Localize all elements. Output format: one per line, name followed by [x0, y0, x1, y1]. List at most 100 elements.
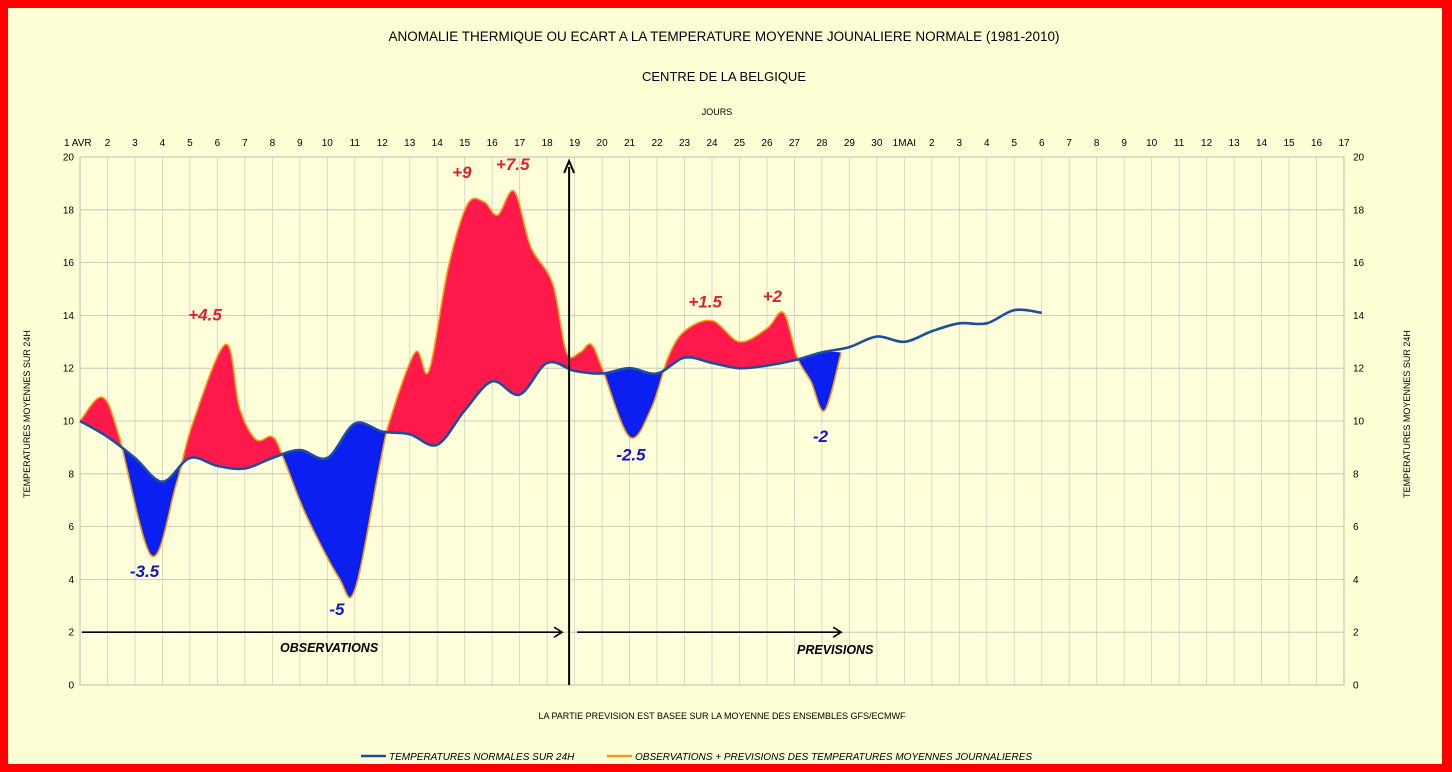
x-tick-label: 14	[432, 138, 444, 149]
x-tick-label: 13	[404, 138, 416, 149]
y-tick-label-left: 16	[63, 258, 75, 269]
y-tick-label-right: 0	[1353, 681, 1359, 692]
y-tick-labels: 0 0 2 2 4 4 6 6 8 8 10 10 12 12 14 14 16 16 18 18 20 20	[63, 153, 1365, 692]
y-tick-label-right: 2	[1353, 628, 1359, 639]
y-tick-label-right: 18	[1353, 205, 1365, 216]
x-tick-label: 19	[569, 138, 581, 149]
x-tick-labels: 1 AVR 2 3 4 5 6 7 8 9 10 11 12 13 14 15 16 17 18 19 20 21 22 2…	[64, 138, 1350, 149]
x-tick-label: 26	[761, 138, 773, 149]
anomaly-label: -5	[329, 600, 345, 619]
anomaly-label: +2	[763, 287, 783, 306]
x-tick-label: 11	[1174, 138, 1185, 149]
x-tick-label: 11	[350, 138, 361, 149]
legend-label-observations: OBSERVATIONS + PREVISIONS DES TEMPERATUR…	[635, 752, 1032, 763]
y-tick-label-right: 8	[1353, 469, 1359, 480]
y-tick-label-left: 2	[68, 628, 74, 639]
x-tick-label: 10	[322, 138, 334, 149]
observations-line	[79, 189, 842, 599]
x-tick-label: 6	[1039, 138, 1045, 149]
x-tick-label: 8	[270, 138, 276, 149]
observations-arrowhead	[553, 626, 564, 638]
series-lines	[79, 189, 1042, 599]
y-tick-label-left: 6	[68, 522, 74, 533]
x-tick-label: 28	[816, 138, 828, 149]
anomaly-label: +9	[452, 163, 472, 182]
y-tick-label-left: 20	[63, 153, 75, 164]
legend: TEMPERATURES NORMALES SUR 24H OBSERVATIO…	[361, 752, 1032, 763]
positive-anomaly-area	[80, 190, 842, 482]
observations-label: OBSERVATIONS	[280, 641, 379, 655]
x-tick-label: 17	[514, 138, 526, 149]
normal-temperature-line	[79, 308, 1042, 484]
y-tick-label-left: 0	[68, 681, 74, 692]
y-tick-label-left: 4	[68, 575, 74, 586]
x-tick-label: 5	[187, 138, 193, 149]
y-axis-label-right: TEMPERATURES MOYENNES SUR 24H	[1402, 330, 1412, 498]
y-tick-label-right: 12	[1353, 364, 1365, 375]
x-axis-label: JOURS	[702, 107, 733, 117]
x-tick-label: 8	[1094, 138, 1100, 149]
anomaly-label: -2	[813, 427, 829, 446]
anomaly-label: -2.5	[616, 446, 646, 465]
x-tick-label: 7	[242, 138, 248, 149]
x-tick-label: 22	[651, 138, 663, 149]
x-tick-label: 20	[597, 138, 609, 149]
x-tick-label: 1MAI	[893, 138, 916, 149]
x-tick-label: 15	[459, 138, 471, 149]
anomaly-fills	[80, 190, 842, 598]
x-tick-label: 30	[871, 138, 883, 149]
x-tick-label: 4	[984, 138, 990, 149]
x-tick-label: 4	[160, 138, 166, 149]
x-tick-label: 24	[706, 138, 718, 149]
y-tick-label-right: 10	[1353, 417, 1365, 428]
x-tick-label: 12	[1201, 138, 1213, 149]
x-tick-label: 9	[1121, 138, 1127, 149]
x-tick-label: 5	[1011, 138, 1017, 149]
chart-subtitle: CENTRE DE LA BELGIQUE	[642, 69, 806, 84]
y-tick-label-right: 20	[1353, 153, 1365, 164]
grid-lines	[80, 156, 1344, 686]
x-tick-label: 2	[929, 138, 935, 149]
x-tick-label: 2	[105, 138, 111, 149]
forecast-divider-arrowhead	[563, 158, 576, 174]
y-tick-label-left: 14	[63, 311, 75, 322]
x-tick-label: 23	[679, 138, 691, 149]
x-tick-label: 13	[1229, 138, 1241, 149]
anomaly-label: +7.5	[496, 155, 530, 174]
x-tick-label: 3	[132, 138, 138, 149]
footnote: LA PARTIE PREVISION EST BASEE SUR LA MOY…	[538, 711, 906, 721]
y-tick-label-left: 18	[63, 205, 75, 216]
x-tick-label: 1 AVR	[64, 138, 92, 149]
y-tick-label-right: 4	[1353, 575, 1359, 586]
anomaly-label: +4.5	[188, 306, 222, 325]
legend-label-normal: TEMPERATURES NORMALES SUR 24H	[389, 752, 575, 763]
x-tick-label: 25	[734, 138, 746, 149]
y-tick-label-right: 6	[1353, 522, 1359, 533]
chart-title: ANOMALIE THERMIQUE OU ECART A LA TEMPERA…	[389, 29, 1060, 44]
previsions-arrowhead	[832, 626, 843, 638]
previsions-label: PREVISIONS	[797, 643, 874, 657]
x-tick-label: 10	[1146, 138, 1158, 149]
x-tick-label: 16	[487, 138, 499, 149]
x-tick-label: 29	[844, 138, 856, 149]
anomaly-label: -3.5	[130, 562, 160, 581]
anomaly-label: +1.5	[688, 292, 722, 311]
period-arrows	[82, 158, 843, 685]
x-tick-label: 27	[789, 138, 801, 149]
x-tick-label: 18	[542, 138, 554, 149]
x-tick-label: 17	[1338, 138, 1350, 149]
y-tick-label-left: 10	[63, 417, 75, 428]
y-tick-label-right: 16	[1353, 258, 1365, 269]
x-tick-label: 7	[1066, 138, 1072, 149]
y-axis-label-left: TEMPERATURES MOYENNES SUR 24H	[22, 330, 32, 498]
x-tick-label: 6	[215, 138, 221, 149]
x-tick-label: 14	[1256, 138, 1268, 149]
x-tick-label: 12	[377, 138, 389, 149]
x-tick-label: 9	[297, 138, 303, 149]
x-tick-label: 15	[1283, 138, 1295, 149]
y-tick-label-left: 12	[63, 364, 75, 375]
y-tick-label-right: 14	[1353, 311, 1365, 322]
x-tick-label: 21	[624, 138, 636, 149]
x-tick-label: 16	[1311, 138, 1323, 149]
